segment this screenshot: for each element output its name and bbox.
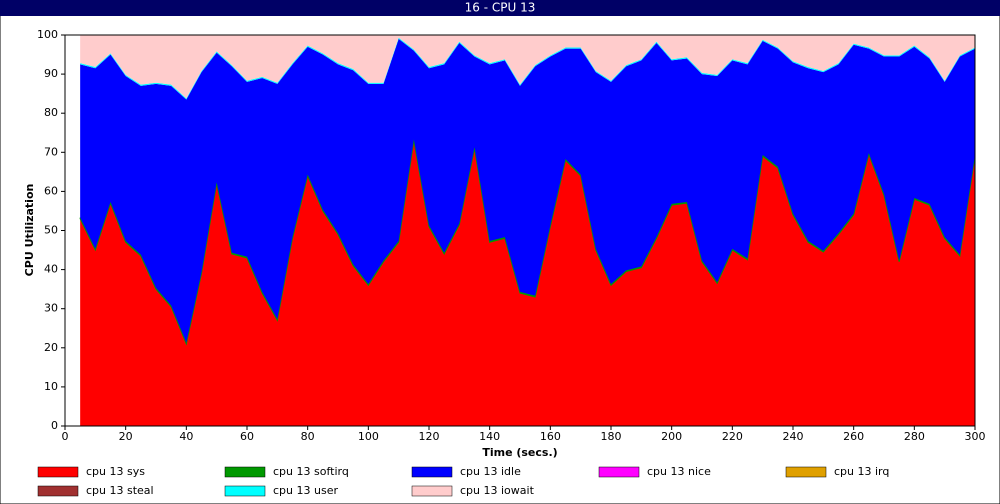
y-tick-label: 40 [44, 263, 58, 276]
area [80, 140, 975, 426]
area [80, 38, 975, 343]
y-axis-label: CPU Utilization [23, 184, 36, 277]
legend-label: cpu 13 idle [460, 465, 521, 478]
title-bar [0, 0, 1000, 16]
y-tick-label: 70 [44, 145, 58, 158]
x-axis-label: Time (secs.) [482, 446, 557, 459]
chart-title: 16 - CPU 13 [465, 1, 536, 15]
legend-label: cpu 13 iowait [460, 484, 535, 497]
x-tick-label: 160 [540, 430, 561, 443]
x-tick-label: 100 [358, 430, 379, 443]
x-tick-label: 220 [722, 430, 743, 443]
legend-swatch [224, 466, 266, 478]
x-tick-label: 20 [119, 430, 133, 443]
legend-label: cpu 13 steal [86, 484, 154, 497]
legend-swatch [411, 485, 453, 497]
legend-swatch [785, 466, 827, 478]
x-tick-label: 60 [240, 430, 254, 443]
x-tick-label: 280 [904, 430, 925, 443]
x-tick-label: 240 [783, 430, 804, 443]
y-tick-label: 20 [44, 341, 58, 354]
y-tick-label: 10 [44, 380, 58, 393]
y-tick-label: 90 [44, 67, 58, 80]
y-tick-label: 60 [44, 184, 58, 197]
x-tick-label: 300 [965, 430, 986, 443]
legend-label: cpu 13 softirq [273, 465, 349, 478]
y-tick-label: 100 [37, 28, 58, 41]
x-tick-label: 200 [661, 430, 682, 443]
legend-swatch [37, 466, 79, 478]
legend-swatch [224, 485, 266, 497]
area [80, 35, 975, 99]
legend-label: cpu 13 sys [86, 465, 145, 478]
y-tick-label: 0 [51, 419, 58, 432]
legend-swatch [37, 485, 79, 497]
x-tick-label: 40 [179, 430, 193, 443]
x-tick-label: 0 [62, 430, 69, 443]
y-tick-label: 50 [44, 224, 58, 237]
x-tick-label: 140 [479, 430, 500, 443]
legend-swatch [598, 466, 640, 478]
legend-swatch [411, 466, 453, 478]
legend-label: cpu 13 user [273, 484, 338, 497]
x-tick-label: 180 [601, 430, 622, 443]
y-tick-label: 30 [44, 302, 58, 315]
x-tick-label: 260 [843, 430, 864, 443]
legend-label: cpu 13 nice [647, 465, 711, 478]
legend-label: cpu 13 irq [834, 465, 889, 478]
y-tick-label: 80 [44, 106, 58, 119]
x-tick-label: 120 [419, 430, 440, 443]
x-tick-label: 80 [301, 430, 315, 443]
